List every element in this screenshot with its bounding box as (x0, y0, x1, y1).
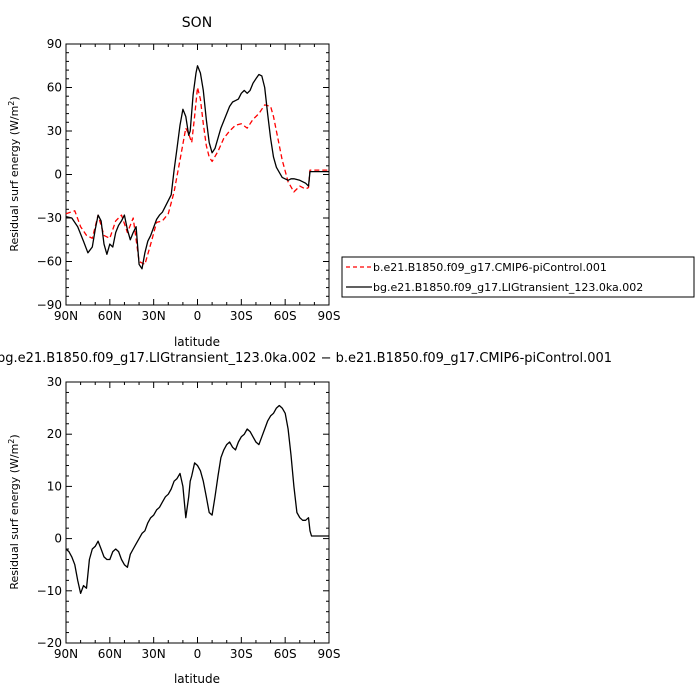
top-y-tick-label: −60 (37, 255, 62, 269)
top-y-tick-label: 0 (54, 168, 62, 182)
bottom-y-tick-label: 30 (47, 375, 62, 389)
top-y-tick-label: 60 (47, 81, 62, 95)
bottom-x-axis-label: latitude (174, 672, 220, 686)
legend-label-ligtransient: bg.e21.B1850.f09_g17.LIGtransient_123.0k… (373, 281, 643, 294)
top-y-tick-label: 90 (47, 37, 62, 51)
top-x-tick-label: 30N (142, 309, 166, 323)
top-chart-title: SON (182, 15, 212, 31)
legend: b.e21.B1850.f09_g17.CMIP6-piControl.001 … (341, 256, 695, 298)
top-series-line-1 (65, 65, 329, 270)
top-y-tick-label: −90 (37, 298, 62, 312)
top-x-tick-label: 0 (194, 309, 202, 323)
top-plot-frame (65, 43, 330, 306)
bottom-y-axis-label: Residual surf energy (W/m2) (7, 434, 21, 589)
top-y-tick-label: 30 (47, 124, 62, 138)
bottom-plot-frame (65, 381, 330, 644)
bottom-y-tick-label: 0 (54, 532, 62, 546)
bottom-chart-title: bg.e21.B1850.f09_g17.LIGtransient_123.0k… (0, 351, 612, 366)
bottom-y-tick-label: −20 (37, 636, 62, 650)
bottom-x-tick-label: 60N (98, 647, 122, 661)
top-axes-ticks: 90N 60N 30N 0 30S 60S 90S −90 −60 −30 0 30 60 90 (37, 37, 341, 323)
bottom-series-line-0 (65, 404, 329, 595)
bottom-x-tick-label: 60S (274, 647, 297, 661)
bottom-x-tick-label: 90N (54, 647, 78, 661)
bottom-x-tick-label: 0 (194, 647, 202, 661)
top-x-axis-label: latitude (174, 335, 220, 349)
top-y-axis-label: Residual surf energy (W/m2) (7, 96, 21, 251)
bottom-series-lines (65, 404, 329, 595)
bottom-y-tick-label: −10 (37, 584, 62, 598)
bottom-panel: bg.e21.B1850.f09_g17.LIGtransient_123.0k… (0, 351, 612, 686)
bottom-x-tick-label: 30S (230, 647, 253, 661)
legend-box (341, 256, 695, 298)
bottom-x-tick-label: 30N (142, 647, 166, 661)
top-x-tick-label: 60S (274, 309, 297, 323)
top-x-tick-label: 90N (54, 309, 78, 323)
top-x-tick-label: 30S (230, 309, 253, 323)
top-x-tick-label: 90S (318, 309, 341, 323)
top-series-line-0 (65, 86, 329, 266)
legend-label-picontrol: b.e21.B1850.f09_g17.CMIP6-piControl.001 (373, 261, 607, 274)
top-x-tick-label: 60N (98, 309, 122, 323)
top-panel: SON 90N 60N 30N 0 30S 60S 90S−90−60−300306090 … (7, 15, 340, 349)
bottom-x-tick-label: 90S (318, 647, 341, 661)
top-y-tick-label: −30 (37, 211, 62, 225)
bottom-axes-ticks: 90N 60N 30N 0 30S 60S 90S −20 −10 0 10 20 30 (37, 375, 341, 661)
bottom-y-tick-label: 10 (47, 479, 62, 493)
top-series-lines (65, 65, 329, 270)
bottom-y-tick-label: 20 (47, 427, 62, 441)
